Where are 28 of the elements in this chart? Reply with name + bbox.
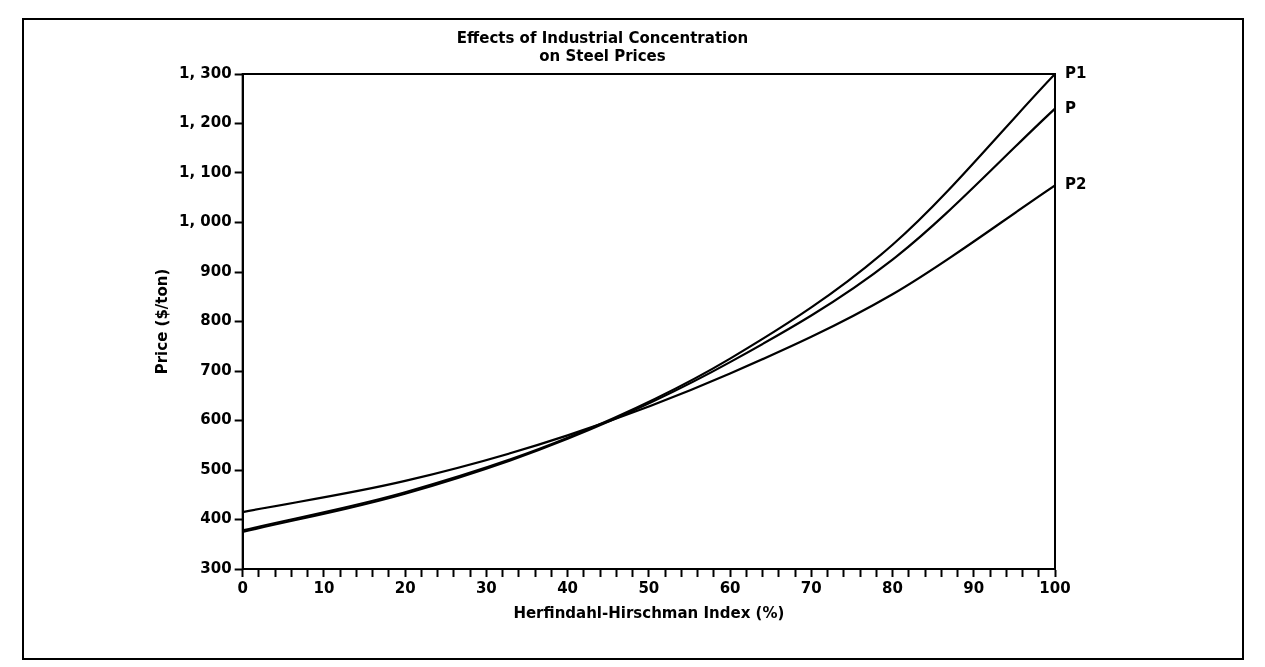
y-tick-label: 700 <box>200 360 232 379</box>
y-axis-title: Price ($/ton) <box>152 268 171 375</box>
y-tick-label: 500 <box>200 459 232 478</box>
x-tick-label: 0 <box>237 578 248 597</box>
chart-title: Effects of Industrial Concentration on Steel Prices <box>456 28 749 65</box>
x-tick-label: 100 <box>1039 578 1071 597</box>
y-tick-label: 1, 000 <box>179 212 232 231</box>
x-tick-label: 80 <box>882 578 903 597</box>
x-tick-label: 10 <box>313 578 335 597</box>
y-tick-label: 300 <box>200 558 232 577</box>
series-label: P2 <box>1065 175 1087 194</box>
y-tick-label: 800 <box>200 311 232 330</box>
x-tick-label: 90 <box>963 578 985 597</box>
x-axis-title: Herfindahl-Hirschman Index (%) <box>513 603 785 622</box>
series-label: P1 <box>1065 63 1087 82</box>
x-tick-label: 60 <box>719 578 741 597</box>
y-tick-label: 1, 300 <box>179 63 232 82</box>
series-label: P <box>1065 98 1076 117</box>
y-tick-label: 600 <box>200 410 232 429</box>
x-tick-label: 70 <box>800 578 822 597</box>
x-tick-label: 30 <box>475 578 497 597</box>
y-tick-label: 1, 200 <box>179 113 232 132</box>
y-tick-label: 1, 100 <box>179 162 232 181</box>
y-tick-label: 900 <box>200 261 232 280</box>
x-tick-label: 50 <box>638 578 660 597</box>
y-tick-label: 400 <box>200 509 232 528</box>
x-tick-label: 20 <box>394 578 416 597</box>
x-tick-label: 40 <box>557 578 579 597</box>
